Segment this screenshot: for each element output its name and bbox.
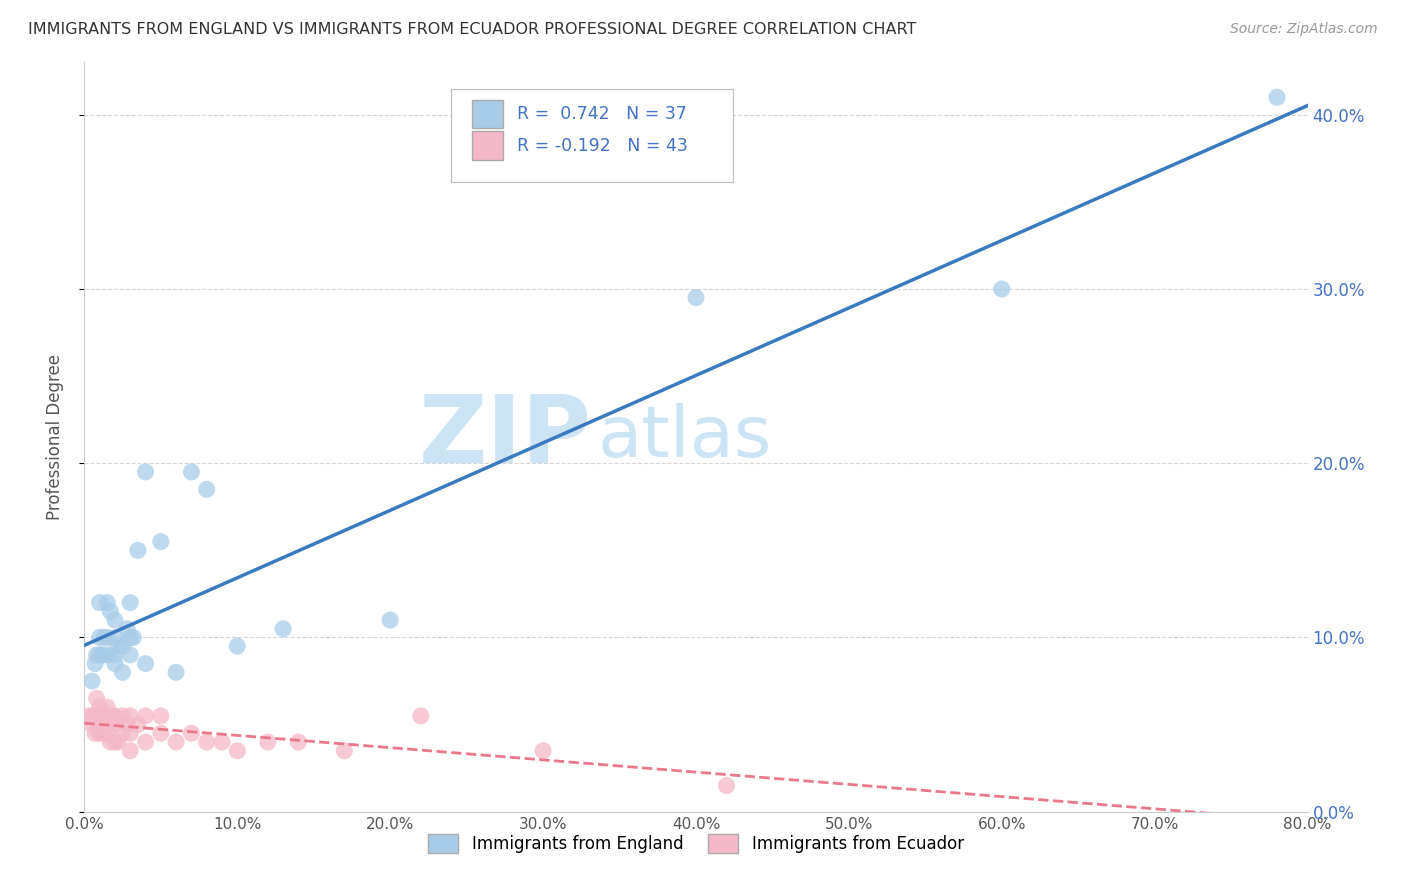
FancyBboxPatch shape	[472, 131, 503, 160]
Point	[149, 709, 172, 723]
Point	[111, 726, 134, 740]
Point	[409, 709, 432, 723]
Point	[120, 744, 142, 758]
Point	[165, 665, 187, 680]
Point	[287, 735, 309, 749]
Point	[115, 622, 138, 636]
Point	[96, 596, 118, 610]
Point	[101, 709, 124, 723]
Point	[271, 622, 294, 636]
Point	[80, 717, 103, 731]
Point	[226, 744, 249, 758]
Point	[91, 709, 114, 723]
Point	[104, 735, 127, 749]
Point	[89, 717, 111, 731]
Point	[89, 596, 111, 610]
Point	[96, 631, 118, 645]
Point	[195, 483, 218, 497]
Point	[86, 709, 108, 723]
Point	[149, 726, 172, 740]
Point	[127, 717, 149, 731]
Point	[257, 735, 280, 749]
Point	[104, 657, 127, 671]
Legend: Immigrants from England, Immigrants from Ecuador: Immigrants from England, Immigrants from…	[422, 827, 970, 860]
Point	[716, 779, 738, 793]
Text: atlas: atlas	[598, 402, 772, 472]
Point	[149, 534, 172, 549]
Point	[89, 648, 111, 662]
Point	[104, 613, 127, 627]
Point	[104, 631, 127, 645]
Point	[211, 735, 233, 749]
Point	[96, 717, 118, 731]
Point	[104, 709, 127, 723]
FancyBboxPatch shape	[472, 100, 503, 128]
Point	[135, 735, 157, 749]
Point	[180, 726, 202, 740]
Point	[96, 648, 118, 662]
Point	[120, 596, 142, 610]
Point	[122, 631, 145, 645]
Point	[111, 709, 134, 723]
FancyBboxPatch shape	[451, 88, 733, 182]
Point	[120, 709, 142, 723]
Point	[180, 465, 202, 479]
Text: Source: ZipAtlas.com: Source: ZipAtlas.com	[1230, 22, 1378, 37]
Point	[531, 744, 554, 758]
Point	[91, 648, 114, 662]
Point	[195, 735, 218, 749]
Point	[84, 657, 107, 671]
Y-axis label: Professional Degree: Professional Degree	[45, 354, 63, 520]
Point	[89, 631, 111, 645]
Text: R =  0.742   N = 37: R = 0.742 N = 37	[517, 105, 688, 123]
Point	[991, 282, 1014, 296]
Point	[107, 639, 129, 653]
Point	[77, 709, 100, 723]
Point	[80, 673, 103, 688]
Point	[98, 604, 121, 618]
Point	[120, 631, 142, 645]
Point	[120, 648, 142, 662]
Point	[104, 648, 127, 662]
Point	[86, 648, 108, 662]
Point	[111, 639, 134, 653]
Point	[685, 291, 707, 305]
Point	[91, 726, 114, 740]
Point	[93, 631, 115, 645]
Point	[96, 726, 118, 740]
Point	[89, 726, 111, 740]
Point	[86, 691, 108, 706]
Point	[165, 735, 187, 749]
Point	[380, 613, 402, 627]
Point	[127, 543, 149, 558]
Point	[107, 735, 129, 749]
Point	[93, 717, 115, 731]
Point	[111, 665, 134, 680]
Point	[84, 726, 107, 740]
Point	[96, 700, 118, 714]
Text: R = -0.192   N = 43: R = -0.192 N = 43	[517, 136, 689, 154]
Point	[333, 744, 356, 758]
Point	[135, 657, 157, 671]
Text: IMMIGRANTS FROM ENGLAND VS IMMIGRANTS FROM ECUADOR PROFESSIONAL DEGREE CORRELATI: IMMIGRANTS FROM ENGLAND VS IMMIGRANTS FR…	[28, 22, 917, 37]
Point	[83, 709, 105, 723]
Point	[89, 700, 111, 714]
Text: ZIP: ZIP	[419, 391, 592, 483]
Point	[226, 639, 249, 653]
Point	[104, 717, 127, 731]
Point	[98, 735, 121, 749]
Point	[135, 465, 157, 479]
Point	[120, 726, 142, 740]
Point	[115, 717, 138, 731]
Point	[135, 709, 157, 723]
Point	[1265, 90, 1288, 104]
